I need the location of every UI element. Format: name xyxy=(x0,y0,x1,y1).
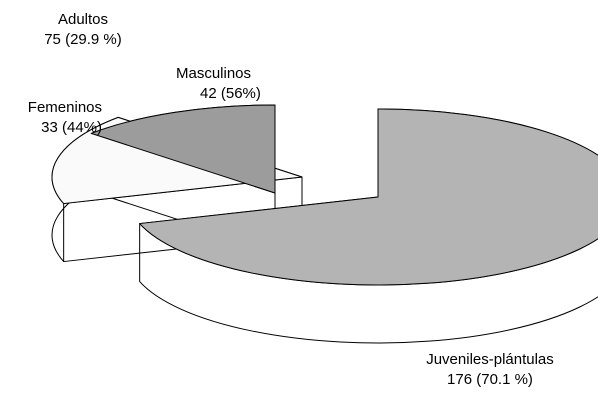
label-femeninos: Femeninos 33 (44%) xyxy=(10,98,102,138)
label-juveniles: Juveniles-plántulas 176 (70.1 %) xyxy=(410,350,570,390)
label-juveniles-value: 176 (70.1 %) xyxy=(447,371,533,388)
slice-top-juveniles-pl-ntulas xyxy=(139,108,598,286)
label-masculinos: Masculinos 42 (56%) xyxy=(176,64,261,104)
label-adultos: Adultos 75 (29.9 %) xyxy=(28,10,138,50)
label-adultos-value: 75 (29.9 %) xyxy=(44,31,122,48)
label-masculinos-value: 42 (56%) xyxy=(200,85,261,102)
slice-top-femeninos xyxy=(90,104,276,194)
label-femeninos-value: 33 (44%) xyxy=(41,119,102,136)
label-adultos-name: Adultos xyxy=(57,11,109,28)
label-femeninos-name: Femeninos xyxy=(27,99,102,116)
label-masculinos-name: Masculinos xyxy=(176,65,252,82)
pie-tops xyxy=(51,104,598,286)
label-juveniles-name: Juveniles-plántulas xyxy=(426,351,554,368)
